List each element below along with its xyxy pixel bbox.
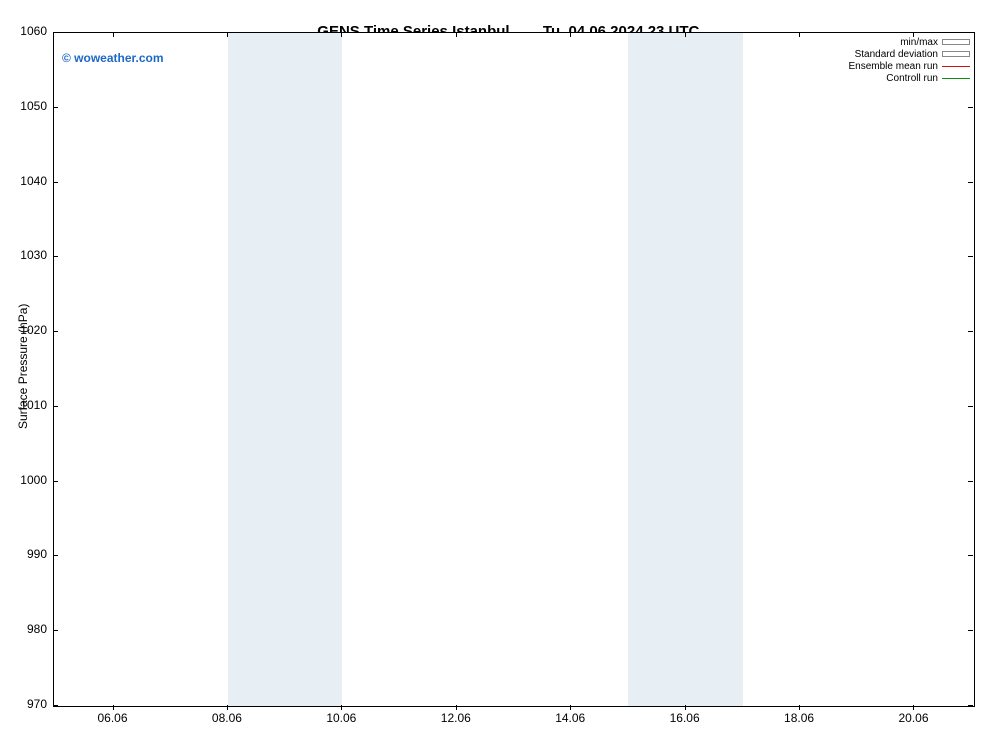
x-tick-mark bbox=[913, 705, 914, 710]
plot-area: © woweather.com bbox=[53, 32, 975, 707]
y-tick-mark bbox=[968, 705, 973, 706]
legend: min/maxStandard deviationEnsemble mean r… bbox=[849, 36, 971, 84]
x-tick-label: 08.06 bbox=[197, 711, 257, 725]
x-tick-label: 10.06 bbox=[311, 711, 371, 725]
legend-label: min/max bbox=[900, 37, 942, 48]
y-tick-mark bbox=[968, 331, 973, 332]
y-tick-mark bbox=[968, 182, 973, 183]
y-tick-mark bbox=[968, 32, 973, 33]
y-tick-label: 1050 bbox=[7, 99, 47, 113]
legend-item: Controll run bbox=[849, 72, 971, 84]
x-tick-mark bbox=[913, 32, 914, 37]
x-tick-mark bbox=[341, 32, 342, 37]
x-tick-mark bbox=[685, 32, 686, 37]
x-tick-mark bbox=[685, 705, 686, 710]
y-tick-mark bbox=[968, 406, 973, 407]
x-tick-label: 12.06 bbox=[426, 711, 486, 725]
y-tick-mark bbox=[968, 630, 973, 631]
x-tick-mark bbox=[113, 32, 114, 37]
legend-item: min/max bbox=[849, 36, 971, 48]
x-tick-label: 20.06 bbox=[883, 711, 943, 725]
x-tick-mark bbox=[341, 705, 342, 710]
x-tick-label: 18.06 bbox=[769, 711, 829, 725]
y-tick-mark bbox=[53, 331, 58, 332]
y-tick-label: 1040 bbox=[7, 174, 47, 188]
y-tick-mark bbox=[968, 256, 973, 257]
x-tick-mark bbox=[227, 32, 228, 37]
legend-swatch bbox=[942, 49, 970, 59]
weekend-band bbox=[228, 33, 342, 706]
y-tick-mark bbox=[968, 555, 973, 556]
y-tick-mark bbox=[53, 555, 58, 556]
y-tick-mark bbox=[968, 107, 973, 108]
weekend-band bbox=[628, 33, 742, 706]
x-tick-mark bbox=[113, 705, 114, 710]
y-tick-mark bbox=[968, 481, 973, 482]
y-tick-label: 1060 bbox=[7, 24, 47, 38]
x-tick-mark bbox=[799, 32, 800, 37]
legend-label: Ensemble mean run bbox=[849, 61, 943, 72]
legend-swatch bbox=[942, 73, 970, 83]
y-tick-label: 1020 bbox=[7, 323, 47, 337]
y-tick-mark bbox=[53, 630, 58, 631]
x-tick-label: 14.06 bbox=[540, 711, 600, 725]
legend-swatch bbox=[942, 61, 970, 71]
y-tick-label: 1000 bbox=[7, 473, 47, 487]
y-tick-label: 1010 bbox=[7, 398, 47, 412]
y-tick-mark bbox=[53, 107, 58, 108]
legend-item: Ensemble mean run bbox=[849, 60, 971, 72]
legend-swatch bbox=[942, 37, 970, 47]
legend-item: Standard deviation bbox=[849, 48, 971, 60]
x-tick-mark bbox=[570, 705, 571, 710]
legend-label: Controll run bbox=[886, 73, 942, 84]
y-tick-label: 980 bbox=[7, 622, 47, 636]
x-tick-label: 16.06 bbox=[655, 711, 715, 725]
x-tick-mark bbox=[456, 32, 457, 37]
y-tick-mark bbox=[53, 705, 58, 706]
y-tick-label: 990 bbox=[7, 547, 47, 561]
x-tick-mark bbox=[799, 705, 800, 710]
chart-container: { "chart": { "type": "line", "title_left… bbox=[0, 0, 1000, 733]
y-tick-mark bbox=[53, 256, 58, 257]
legend-label: Standard deviation bbox=[855, 49, 942, 60]
y-tick-mark bbox=[53, 182, 58, 183]
y-tick-label: 1030 bbox=[7, 248, 47, 262]
y-tick-mark bbox=[53, 32, 58, 33]
x-tick-label: 06.06 bbox=[83, 711, 143, 725]
y-tick-mark bbox=[53, 406, 58, 407]
watermark: © woweather.com bbox=[62, 51, 164, 65]
x-tick-mark bbox=[227, 705, 228, 710]
x-tick-mark bbox=[456, 705, 457, 710]
x-tick-mark bbox=[570, 32, 571, 37]
y-tick-mark bbox=[53, 481, 58, 482]
y-tick-label: 970 bbox=[7, 697, 47, 711]
